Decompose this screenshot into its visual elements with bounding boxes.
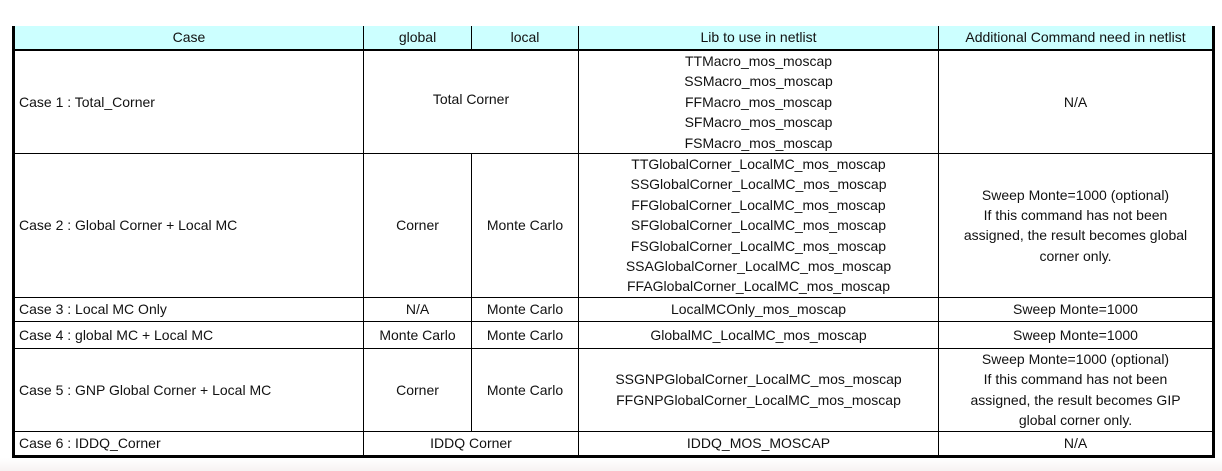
lib-name: FFGlobalCorner_LocalMC_mos_moscap (631, 196, 886, 213)
lib-cell: SSGNPGlobalCorner_LocalMC_mos_moscap FFG… (578, 347, 939, 432)
lib-name: FSMacro_mos_moscap (684, 134, 833, 151)
command-cell: Sweep Monte=1000 (optional) If this comm… (938, 347, 1214, 432)
lib-name: FFGNPGlobalCorner_LocalMC_mos_moscap (616, 391, 901, 408)
lib-name: SSMacro_mos_moscap (684, 73, 833, 90)
command-cell: N/A (938, 430, 1214, 457)
command-cell: N/A (938, 49, 1214, 155)
table-row: Case 5 : GNP Global Corner + Local MC Co… (13, 347, 1214, 432)
table-row: Case 1 : Total_Corner Total Corner TTMac… (13, 49, 1214, 155)
table-row: Case 4 : global MC + Local MC Monte Carl… (13, 320, 1214, 349)
command-cell: Sweep Monte=1000 (optional) If this comm… (938, 153, 1214, 298)
command-line: corner only. (1039, 247, 1112, 264)
command-line: Sweep Monte=1000 (optional) (981, 186, 1170, 203)
header-local: local (471, 26, 579, 51)
lib-name: SFGlobalCorner_LocalMC_mos_moscap (630, 217, 887, 234)
lib-cell: LocalMCOnly_mos_moscap (578, 296, 939, 322)
local-cell: Monte Carlo (471, 296, 579, 322)
command-cell: Sweep Monte=1000 (938, 296, 1214, 322)
global-local-cell: IDDQ Corner (363, 430, 579, 457)
lib-name: TTMacro_mos_moscap (684, 53, 833, 69)
case-cell: Case 5 : GNP Global Corner + Local MC (13, 347, 364, 432)
table-row: Case 2 : Global Corner + Local MC Corner… (13, 153, 1214, 298)
command-line: global corner only. (1018, 412, 1133, 429)
local-cell: Monte Carlo (471, 320, 579, 349)
header-case: Case (13, 26, 364, 51)
global-cell: Corner (363, 347, 472, 432)
command-line: If this command has not been (983, 371, 1168, 388)
case-cell: Case 6 : IDDQ_Corner (13, 430, 364, 457)
table-row: Case 3 : Local MC Only N/A Monte Carlo L… (13, 296, 1214, 322)
lib-cell: TTMacro_mos_moscap SSMacro_mos_moscap FF… (578, 49, 939, 155)
header-row: Case global local Lib to use in netlist … (13, 26, 1214, 51)
table-row: Case 6 : IDDQ_Corner IDDQ Corner IDDQ_MO… (13, 430, 1214, 457)
case-cell: Case 2 : Global Corner + Local MC (13, 153, 364, 298)
lib-name: SSGNPGlobalCorner_LocalMC_mos_moscap (615, 371, 902, 388)
header-lib: Lib to use in netlist (578, 26, 939, 51)
local-cell: Monte Carlo (471, 347, 579, 432)
command-line: If this command has not been (983, 207, 1168, 224)
lib-name: FFMacro_mos_moscap (684, 93, 833, 110)
global-cell: Corner (363, 153, 472, 298)
command-cell: Sweep Monte=1000 (938, 320, 1214, 349)
command-line: Sweep Monte=1000 (optional) (981, 351, 1170, 368)
lib-cell: TTGlobalCorner_LocalMC_mos_moscap SSGlob… (578, 153, 939, 298)
command-line: assigned, the result becomes global (963, 227, 1188, 244)
lib-name: SSAGlobalCorner_LocalMC_mos_moscap (625, 258, 892, 275)
global-cell: N/A (363, 296, 472, 322)
local-cell: Monte Carlo (471, 153, 579, 298)
case-cell: Case 1 : Total_Corner (13, 49, 364, 155)
lib-name: FFAGlobalCorner_LocalMC_mos_moscap (627, 278, 890, 295)
header-command: Additional Command need in netlist (938, 26, 1214, 51)
background-strip (0, 458, 1222, 471)
case-cell: Case 3 : Local MC Only (13, 296, 364, 322)
netlist-case-table: Case global local Lib to use in netlist … (12, 26, 1215, 458)
global-cell: Monte Carlo (363, 320, 472, 349)
lib-name: FSGlobalCorner_LocalMC_mos_moscap (630, 237, 887, 254)
lib-cell: IDDQ_MOS_MOSCAP (578, 430, 939, 457)
lib-name: TTGlobalCorner_LocalMC_mos_moscap (631, 156, 886, 173)
header-global: global (363, 26, 472, 51)
lib-cell: GlobalMC_LocalMC_mos_moscap (578, 320, 939, 349)
lib-name: SSGlobalCorner_LocalMC_mos_moscap (630, 176, 887, 193)
global-local-cell: Total Corner (363, 49, 579, 155)
command-line: assigned, the result becomes GIP (970, 391, 1181, 408)
lib-name: SFMacro_mos_moscap (684, 114, 833, 131)
case-cell: Case 4 : global MC + Local MC (13, 320, 364, 349)
